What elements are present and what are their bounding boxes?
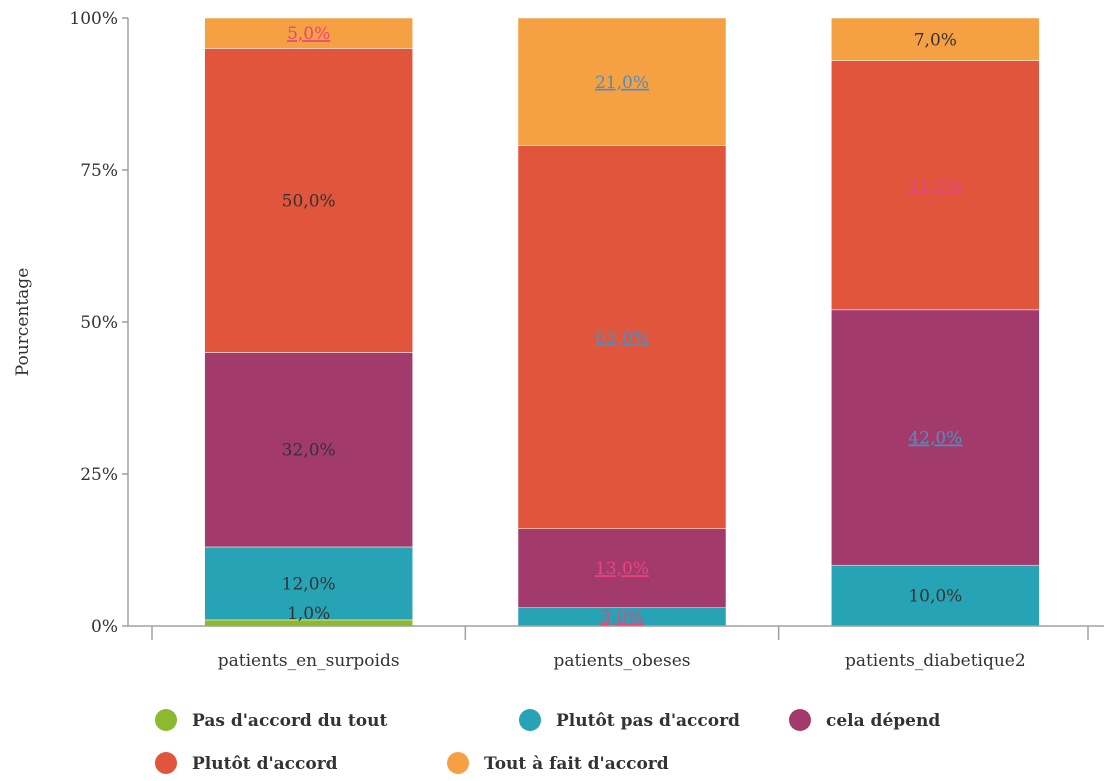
legend-item[interactable]: Tout à fait d'accord [447,752,669,774]
data-label: 21,0% [595,73,649,93]
legend-label: Tout à fait d'accord [484,754,669,774]
legend-item[interactable]: Plutôt pas d'accord [519,709,740,731]
data-label: 3,0% [600,608,643,628]
data-label: 5,0% [287,24,330,44]
data-label: 63,0% [595,328,649,348]
y-tick-label: 25% [80,465,118,485]
axes-group: 0% 25% 50% 75% 100% patients_en_surpoids patie… [69,9,1104,671]
data-label: 50,0% [282,191,336,211]
data-label: 7,0% [914,30,957,50]
data-label: 32,0% [282,441,336,461]
legend-label: Pas d'accord du tout [192,711,387,731]
legend-marker [447,752,469,774]
bars-group [204,17,1040,627]
legend-label: Plutôt d'accord [192,754,338,774]
data-label: 10,0% [908,587,962,607]
bar-segment [204,48,413,353]
data-labels-group: 1,0% 12,0% 32,0% 50,0% 5,0% 3,0% 13,0% 63,0% 21,… [282,24,963,628]
bar-segment [517,17,727,146]
y-tick-label: 0% [91,617,118,637]
legend: Pas d'accord du tout Plutôt pas d'accord c… [155,709,940,774]
legend-marker [155,752,177,774]
legend-label: cela dépend [826,711,940,731]
bar-segment [831,17,1040,61]
y-tick-label: 100% [69,9,118,29]
y-axis-title: Pourcentage [13,268,33,377]
data-label: 42,0% [908,429,962,449]
bar-segment [204,546,413,621]
data-label: 41,0% [908,176,962,196]
data-label: 13,0% [595,559,649,579]
legend-item[interactable]: Plutôt d'accord [155,752,338,774]
x-category-label: patients_en_surpoids [218,651,400,671]
bar-segment [831,60,1040,311]
x-category-label: patients_obeses [553,651,690,671]
bar-segment [204,17,413,49]
bar-segment [204,352,413,548]
legend-item[interactable]: Pas d'accord du tout [155,709,387,731]
y-tick-label: 75% [80,161,118,181]
legend-marker [155,709,177,731]
y-tick-label: 50% [80,313,118,333]
legend-marker [519,709,541,731]
bar-segment [831,309,1040,566]
bar-segment [517,145,727,529]
data-label: 1,0% [287,604,330,624]
data-label: 12,0% [282,574,336,594]
legend-marker [789,709,811,731]
bar-segment [517,528,727,609]
x-category-label: patients_diabetique2 [845,651,1026,671]
legend-label: Plutôt pas d'accord [556,711,740,731]
legend-item[interactable]: cela dépend [789,709,940,731]
